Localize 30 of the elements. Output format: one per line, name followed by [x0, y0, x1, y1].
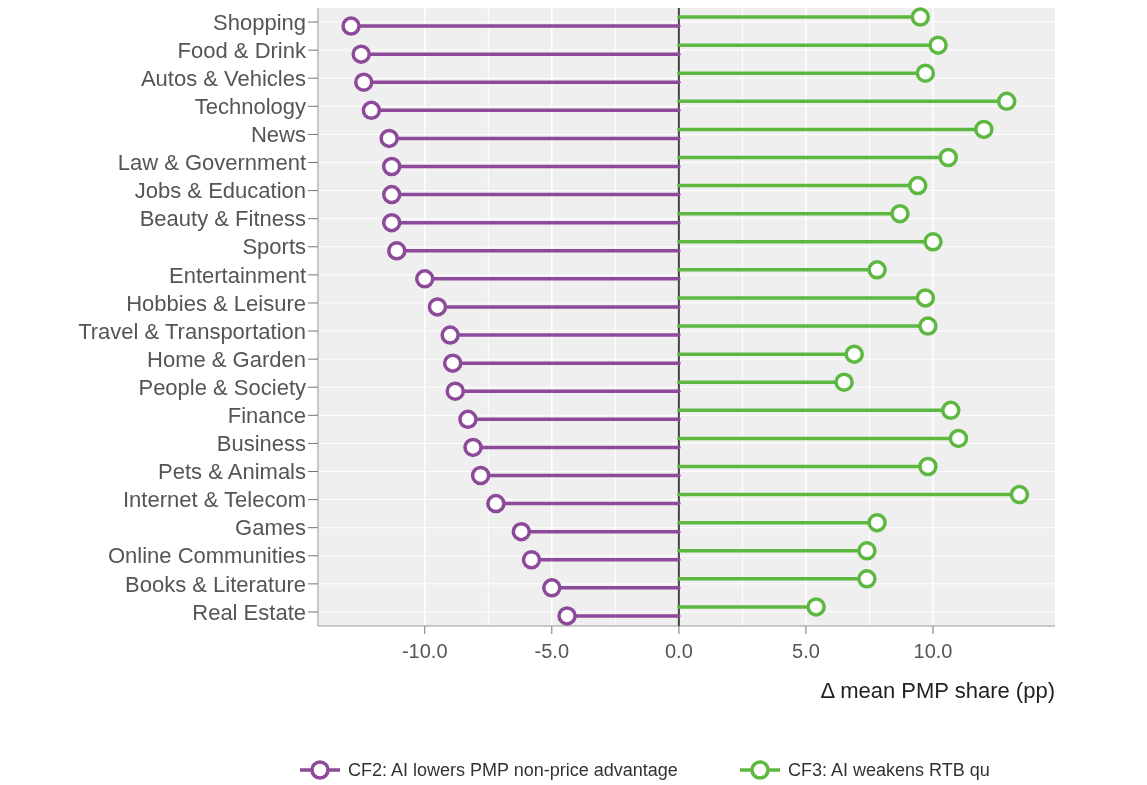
- x-tick-label: 0.0: [664, 640, 693, 662]
- x-tick-label: 10.0: [913, 640, 953, 662]
- y-tick-label: Books & Literature: [125, 571, 306, 597]
- y-tick-label: Travel & Transportation: [78, 318, 306, 344]
- y-tick-label: Jobs & Education: [134, 178, 306, 204]
- legend-label: CF2: AI lowers PMP non-price advantage: [348, 760, 678, 781]
- y-tick-label: Technology: [194, 94, 306, 120]
- y-tick-label: Beauty & Fitness: [139, 206, 306, 232]
- y-tick-label: Business: [216, 431, 306, 457]
- y-tick-label: Internet & Telecom: [122, 487, 306, 513]
- y-tick-label: Food & Drink: [177, 37, 307, 63]
- y-tick-label: Games: [235, 515, 306, 541]
- y-tick-label: People & Society: [138, 374, 306, 400]
- x-tick-label: 5.0: [792, 640, 820, 662]
- x-tick-label: -5.0: [534, 640, 570, 662]
- x-tick-label: -10.0: [401, 640, 448, 662]
- y-tick-label: Pets & Animals: [158, 459, 306, 485]
- y-tick-label: Entertainment: [169, 262, 306, 288]
- legend-label: CF3: AI weakens RTB qu: [788, 760, 990, 781]
- y-tick-label: Real Estate: [192, 599, 306, 625]
- y-tick-label: Shopping: [213, 9, 306, 35]
- y-tick-label: Finance: [227, 403, 306, 429]
- y-tick-label: Sports: [242, 234, 306, 260]
- y-tick-label: News: [250, 122, 306, 148]
- y-tick-label: Online Communities: [107, 543, 306, 569]
- y-tick-label: Autos & Vehicles: [140, 65, 306, 91]
- y-tick-label: Home & Garden: [147, 346, 306, 372]
- y-tick-label: Hobbies & Leisure: [126, 290, 306, 316]
- x-axis-title: Δ mean PMP share (pp): [820, 678, 1055, 703]
- y-tick-label: Law & Government: [117, 150, 306, 176]
